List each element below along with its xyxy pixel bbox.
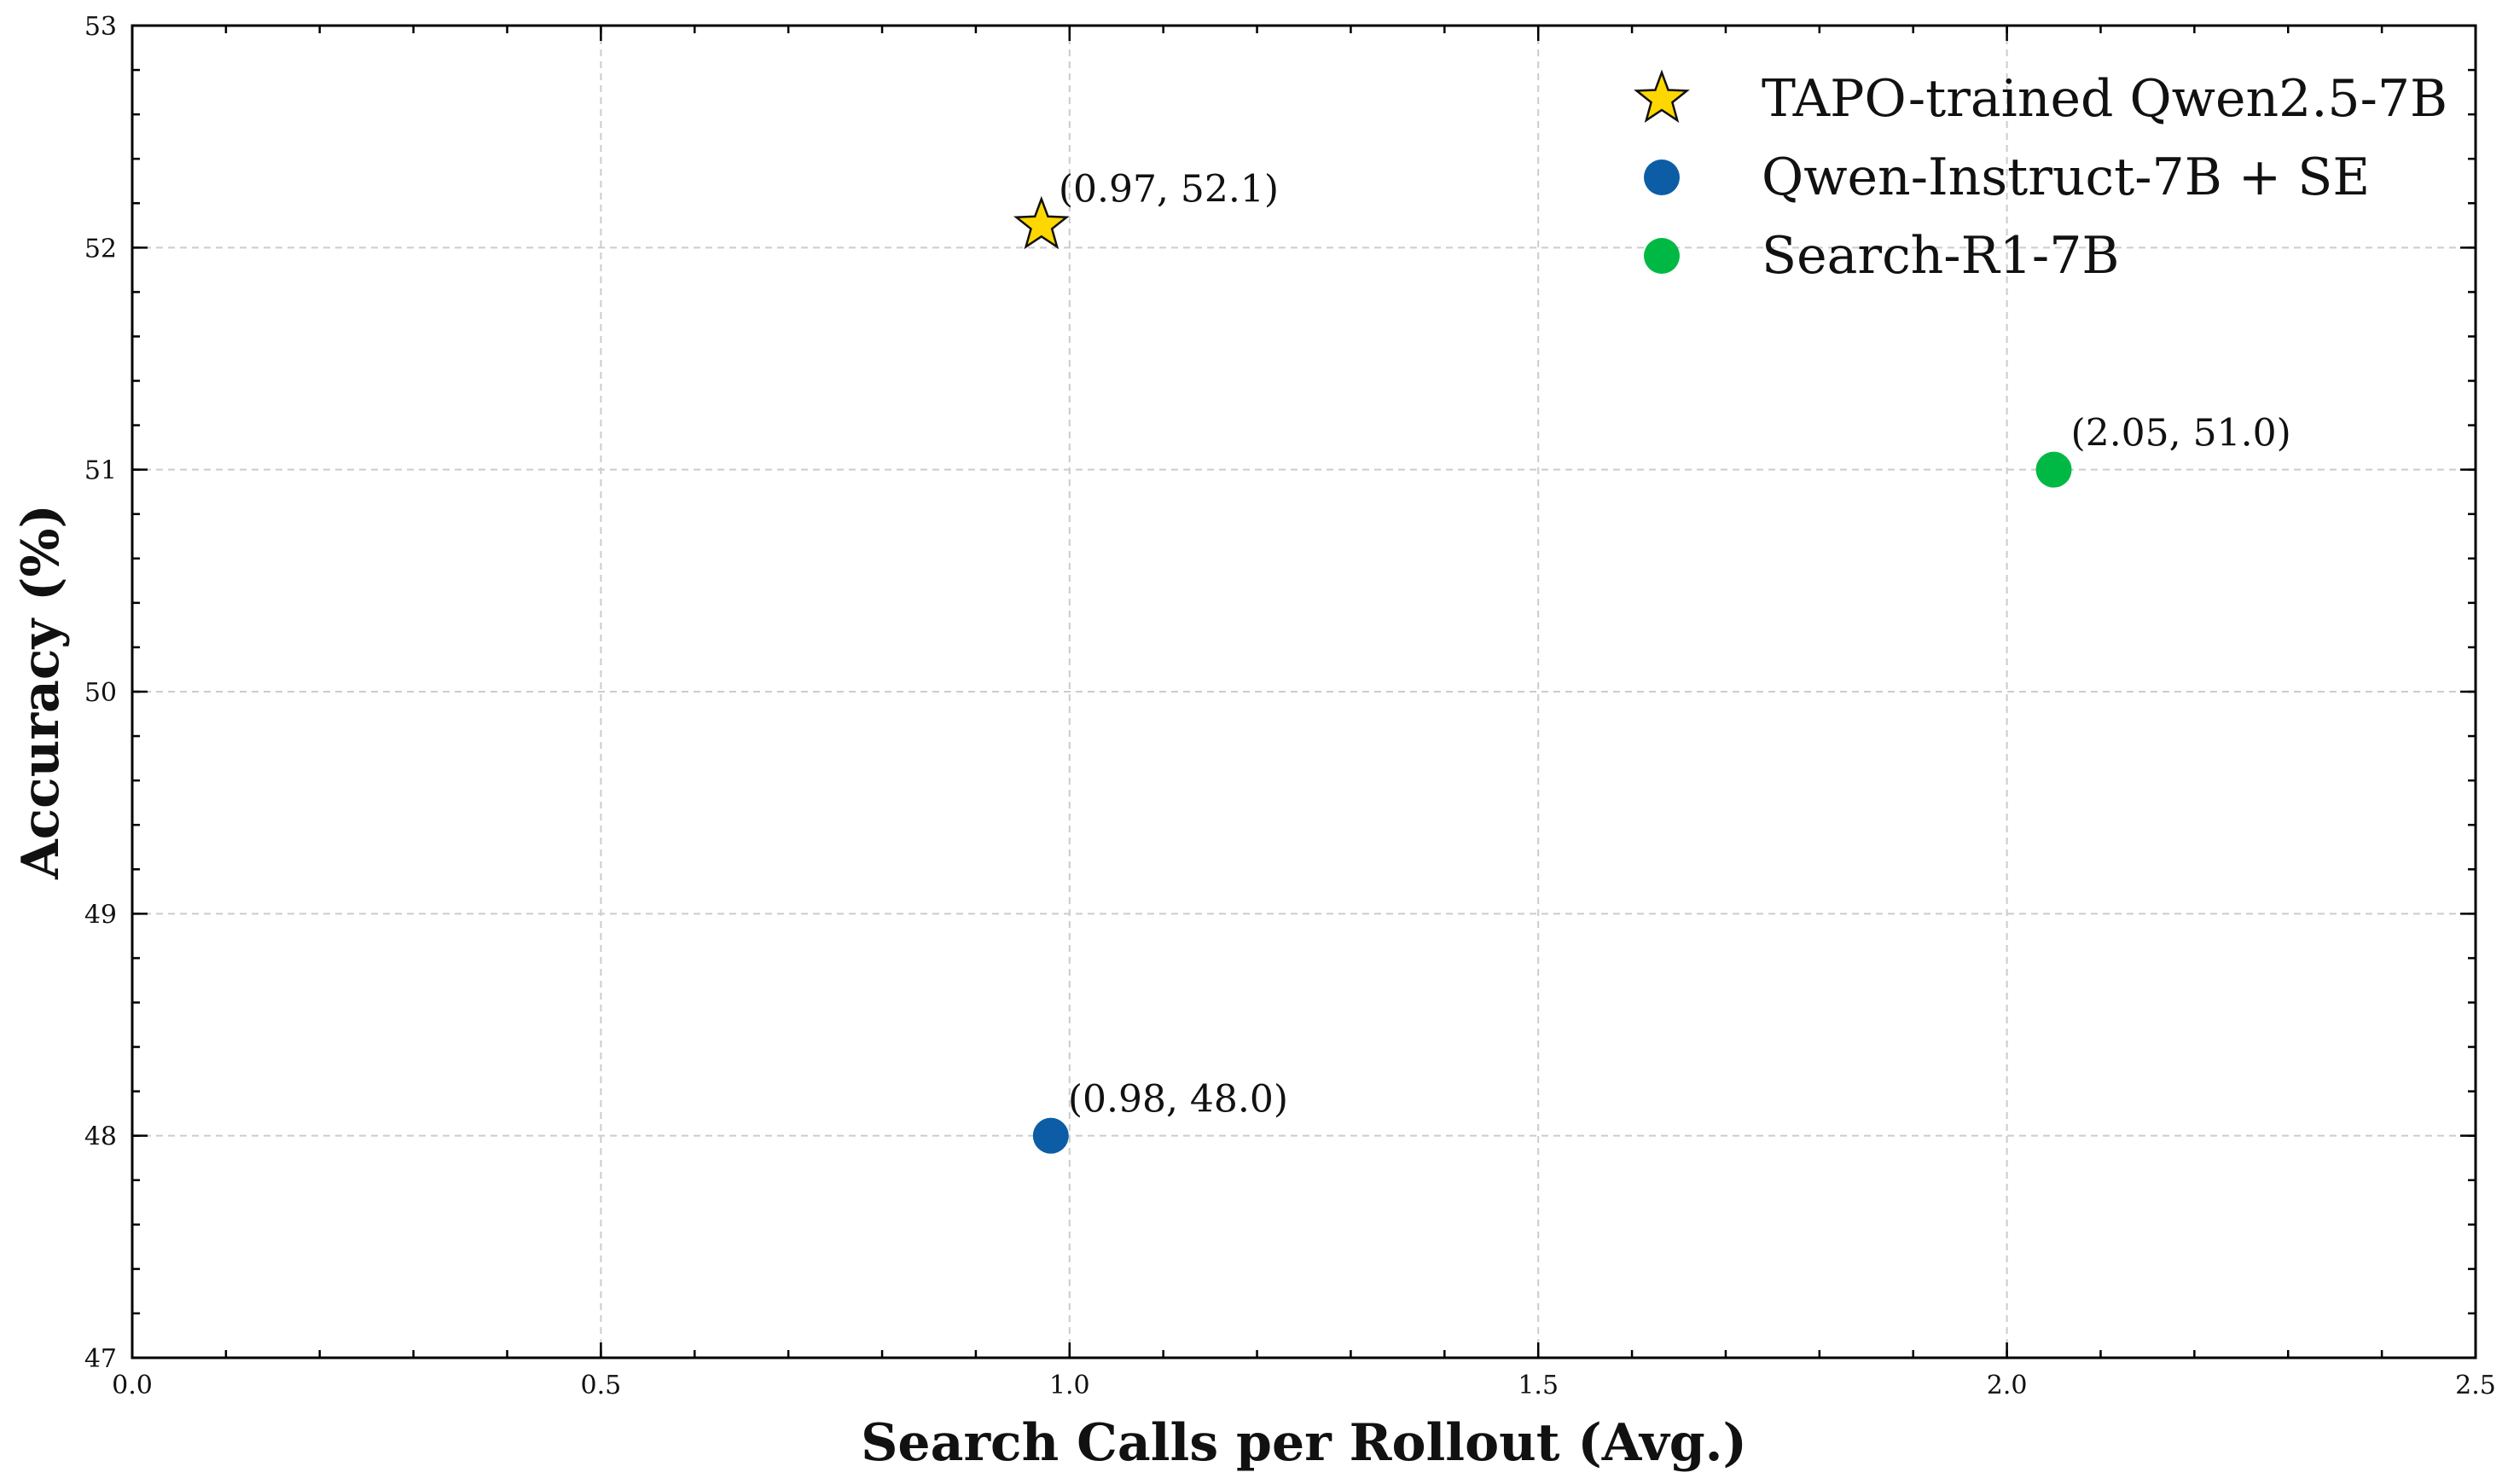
legend-marker xyxy=(1634,69,1690,123)
y-tick-label: 49 xyxy=(84,900,117,930)
point-annotation: (0.97, 52.1) xyxy=(1059,167,1279,211)
data-point-series-1 xyxy=(1032,1117,1069,1154)
point-annotation: (0.98, 48.0) xyxy=(1068,1078,1288,1122)
grid-lines xyxy=(132,26,2476,1358)
y-tick-label: 48 xyxy=(84,1122,117,1152)
y-axis-title: Accuracy (%) xyxy=(11,504,71,880)
point-annotations: (0.97, 52.1) (0.98, 48.0) (2.05, 51.0) xyxy=(1059,167,2291,1121)
legend-label: TAPO-trained Qwen2.5-7B xyxy=(1762,69,2447,129)
data-point-series-0 xyxy=(1013,195,1070,250)
y-tick-label: 52 xyxy=(84,234,117,264)
y-tick-label: 53 xyxy=(84,12,117,42)
legend: TAPO-trained Qwen2.5-7B Qwen-Instruct-7B … xyxy=(1634,69,2447,286)
point-annotation: (2.05, 51.0) xyxy=(2071,412,2291,455)
data-points xyxy=(1013,195,2072,1154)
x-tick-label: 2.5 xyxy=(2455,1371,2496,1400)
data-point-series-2 xyxy=(2035,451,2072,488)
x-axis-title: Search Calls per Rollout (Avg.) xyxy=(861,1413,1747,1473)
legend-marker xyxy=(1644,238,1680,274)
x-tick-label: 0.5 xyxy=(581,1371,622,1400)
legend-label: Qwen-Instruct-7B + SE xyxy=(1762,148,2370,207)
x-tick-label: 0.0 xyxy=(112,1371,153,1400)
x-tick-label: 1.5 xyxy=(1518,1371,1559,1400)
plot-frame xyxy=(131,24,2477,1359)
tick-labels: 0.0 0.5 1.0 1.5 2.0 2.5 47 48 49 50 51 52 53 xyxy=(84,12,2496,1400)
legend-label: Search-R1-7B xyxy=(1762,226,2119,286)
y-tick-label: 50 xyxy=(84,678,117,708)
x-tick-label: 1.0 xyxy=(1049,1371,1090,1400)
y-tick-label: 51 xyxy=(84,456,117,486)
y-tick-label: 47 xyxy=(84,1344,117,1374)
legend-marker xyxy=(1644,159,1680,195)
x-tick-label: 2.0 xyxy=(1987,1371,2028,1400)
